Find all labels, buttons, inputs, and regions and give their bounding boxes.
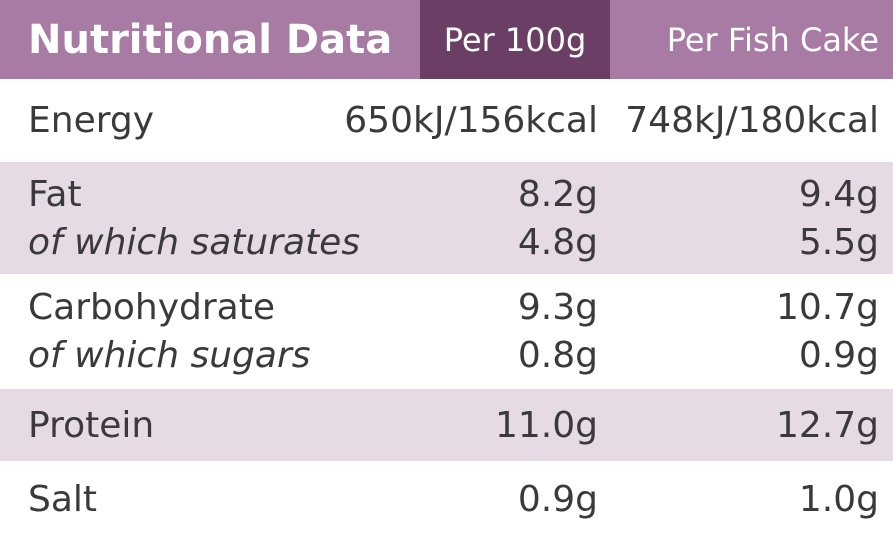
value-energy-per-fish-cake: 748kJ/180kcal bbox=[625, 100, 879, 141]
value-protein-per-fish-cake: 12.7g bbox=[775, 404, 879, 446]
table-header: Nutritional Data Per 100g Per Fish Cake bbox=[0, 0, 893, 79]
column-header-per-fish-cake: Per Fish Cake bbox=[666, 20, 879, 59]
value-carbohydrate-per-fish-cake: 10.7g bbox=[775, 287, 879, 328]
row-label-salt: Salt bbox=[28, 478, 98, 520]
table-row-salt: Salt 0.9g 1.0g bbox=[0, 461, 893, 537]
row-label-saturates: of which saturates bbox=[28, 221, 361, 263]
table-row-energy: Energy 650kJ/156kcal 748kJ/180kcal bbox=[0, 79, 893, 162]
value-fat-per-fish-cake: 9.4g bbox=[798, 173, 879, 215]
table-title: Nutritional Data bbox=[28, 16, 393, 63]
column-header-per-100g: Per 100g bbox=[420, 0, 610, 79]
value-saturates-per-fish-cake: 5.5g bbox=[798, 221, 879, 263]
value-carbohydrate-per-100g: 9.3g bbox=[517, 287, 598, 328]
value-protein-per-100g: 11.0g bbox=[494, 404, 598, 446]
row-label-sugars: of which sugars bbox=[28, 335, 311, 376]
table-row-protein: Protein 11.0g 12.7g bbox=[0, 389, 893, 461]
row-label-energy: Energy bbox=[28, 100, 155, 141]
table-row-carbohydrate: Carbohydrate 9.3g 10.7g of which sugars … bbox=[0, 274, 893, 389]
table-row-fat: Fat 8.2g 9.4g of which saturates 4.8g 5.… bbox=[0, 162, 893, 274]
value-fat-per-100g: 8.2g bbox=[517, 173, 598, 215]
value-salt-per-fish-cake: 1.0g bbox=[798, 478, 879, 520]
row-label-fat: Fat bbox=[28, 173, 82, 215]
value-saturates-per-100g: 4.8g bbox=[517, 221, 598, 263]
value-salt-per-100g: 0.9g bbox=[517, 478, 598, 520]
row-label-carbohydrate: Carbohydrate bbox=[28, 287, 275, 328]
row-label-protein: Protein bbox=[28, 404, 155, 446]
value-energy-per-100g: 650kJ/156kcal bbox=[344, 100, 598, 141]
value-sugars-per-fish-cake: 0.9g bbox=[798, 335, 879, 376]
value-sugars-per-100g: 0.8g bbox=[517, 335, 598, 376]
